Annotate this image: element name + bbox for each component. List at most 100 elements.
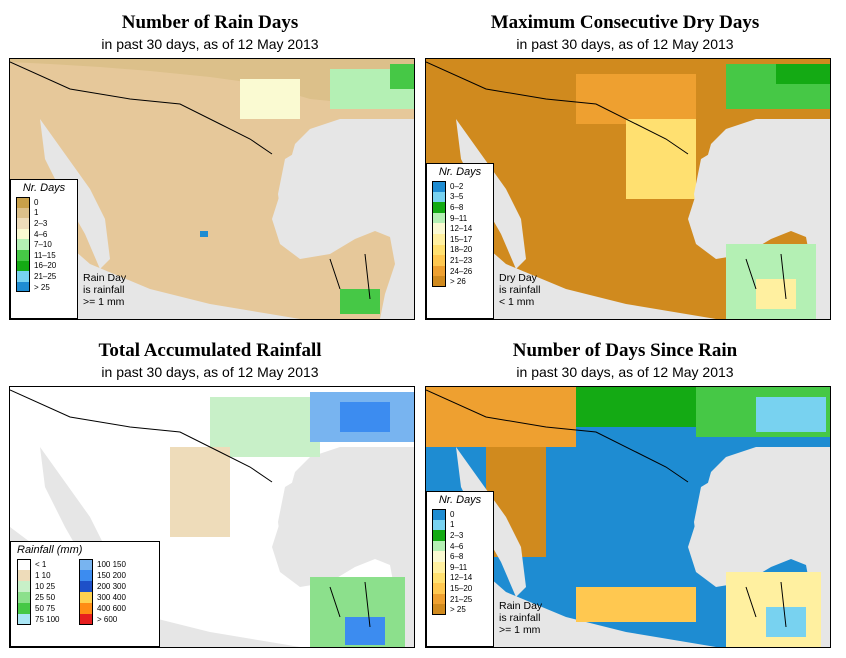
legend-title: Nr. Days bbox=[438, 166, 482, 178]
legend-swatch bbox=[16, 228, 30, 240]
legend-label: 24–26 bbox=[450, 266, 473, 276]
legend-swatch bbox=[79, 559, 93, 570]
legend-label: 6–8 bbox=[450, 552, 464, 562]
since-rain-subtitle: in past 30 days, as of 12 May 2013 bbox=[516, 364, 734, 380]
legend-entry: 12–14 bbox=[432, 223, 493, 234]
legend-entry: 200 300 bbox=[79, 581, 135, 592]
legend-entry: 6–8 bbox=[432, 551, 493, 562]
legend-swatch bbox=[16, 218, 30, 229]
since-rain-legend: Nr. Days 0 1 2–3 4–6 6–8 9–11 12–14 15–20 21–25 >… bbox=[426, 491, 494, 647]
legend-label: 12–14 bbox=[450, 224, 473, 234]
legend-swatch bbox=[17, 581, 31, 592]
legend-entry: 12–14 bbox=[432, 572, 493, 584]
legend-entry: 0 bbox=[432, 509, 493, 520]
rain-days-map: Nr. Days 0 1 2–3 4–6 7–10 11–15 16–20 21–25 > 25… bbox=[9, 58, 415, 320]
legend-entry: 21–25 bbox=[432, 593, 493, 605]
note-line-3: >= 1 mm bbox=[83, 296, 125, 308]
legend-label: 21–25 bbox=[34, 271, 57, 281]
legend-entry: > 25 bbox=[432, 604, 493, 615]
legend-label: 10 25 bbox=[35, 582, 56, 591]
dry-days-subtitle: in past 30 days, as of 12 May 2013 bbox=[516, 36, 734, 52]
note-line-1: Rain Day bbox=[499, 600, 543, 612]
legend-swatch bbox=[432, 233, 446, 245]
legend-label: 11–15 bbox=[34, 250, 56, 260]
legend-entry: 1 bbox=[16, 207, 77, 219]
legend-entry: 15–17 bbox=[432, 233, 493, 245]
legend-label: < 1 bbox=[35, 560, 47, 569]
legend-entry: 9–11 bbox=[432, 561, 493, 573]
legend-swatch bbox=[432, 244, 446, 256]
legend-label: 4–6 bbox=[450, 541, 464, 551]
legend-title: Nr. Days bbox=[22, 182, 66, 194]
legend-entry: 7–10 bbox=[16, 239, 77, 250]
total-rain-map: Rainfall (mm) < 1 1 10 10 25 25 50 50 75 75 1… bbox=[9, 386, 415, 648]
legend-entry: < 1 bbox=[17, 559, 73, 570]
legend-swatch bbox=[16, 239, 30, 250]
legend-label: > 25 bbox=[450, 605, 466, 615]
legend-swatch bbox=[16, 260, 30, 272]
legend-swatch bbox=[432, 212, 446, 224]
dry-days-title: Maximum Consecutive Dry Days bbox=[490, 12, 760, 33]
legend-label: 1 bbox=[450, 520, 455, 530]
legend-swatch bbox=[432, 265, 446, 277]
rain-days-note: Rain Day is rainfall >= 1 mm bbox=[83, 272, 126, 308]
legend-entry: 6–8 bbox=[432, 202, 493, 213]
since-rain-map-graphic bbox=[426, 387, 830, 647]
legend-entry: 0–2 bbox=[432, 181, 493, 192]
legend-swatch bbox=[16, 197, 30, 208]
pacific-coast bbox=[10, 199, 300, 319]
gulf-of-mexico bbox=[278, 139, 414, 247]
legend-swatch bbox=[432, 223, 446, 234]
legend-swatch bbox=[432, 509, 446, 520]
legend-label: 0–2 bbox=[450, 181, 464, 191]
legend-entry: 150 200 bbox=[79, 570, 135, 581]
legend-swatch bbox=[17, 570, 31, 581]
legend-swatch bbox=[432, 276, 446, 287]
legend-swatch bbox=[16, 271, 30, 282]
legend-label: 0 bbox=[34, 197, 39, 207]
legend-label: 75 100 bbox=[35, 615, 60, 624]
usa-land bbox=[10, 59, 414, 104]
since-rain-map: Nr. Days 0 1 2–3 4–6 6–8 9–11 12–14 15–20 21–25 >… bbox=[425, 386, 831, 648]
note-line-2: is rainfall bbox=[499, 284, 541, 296]
legend-label: 15–17 bbox=[450, 234, 473, 244]
legend-entry: 18–20 bbox=[432, 244, 493, 256]
legend-entry: 400 600 bbox=[79, 603, 135, 614]
legend-swatch bbox=[432, 202, 446, 213]
legend-swatch bbox=[16, 249, 30, 261]
note-line-3: < 1 mm bbox=[499, 296, 535, 308]
legend-swatch bbox=[432, 551, 446, 562]
legend-title: Rainfall (mm) bbox=[17, 544, 83, 556]
legend-entry: 15–20 bbox=[432, 583, 493, 594]
legend-label: 21–23 bbox=[450, 255, 473, 265]
legend-swatch bbox=[432, 561, 446, 573]
country-borders bbox=[10, 389, 371, 628]
rain-days-subtitle: in past 30 days, as of 12 May 2013 bbox=[101, 36, 319, 52]
legend-swatch bbox=[432, 255, 446, 266]
dry-days-map: Nr. Days 0–2 3–5 6–8 9–11 12–14 15–17 18–20 21–… bbox=[425, 58, 831, 320]
legend-entry: 100 150 bbox=[79, 559, 135, 570]
legend-entry: 1 10 bbox=[17, 570, 73, 581]
legend-label: 100 150 bbox=[97, 560, 126, 569]
legend-label: 6–8 bbox=[450, 202, 464, 212]
pacific-coast bbox=[426, 199, 716, 319]
dry-days-note: Dry Day is rainfall < 1 mm bbox=[499, 272, 540, 308]
since-rain-title: Number of Days Since Rain bbox=[512, 340, 738, 361]
mexico-land bbox=[10, 59, 414, 319]
legend-entry: 1 bbox=[432, 519, 493, 531]
legend-entry: 75 100 bbox=[17, 614, 73, 625]
legend-swatch bbox=[432, 572, 446, 584]
legend-label: 7–10 bbox=[34, 240, 52, 250]
legend-swatch bbox=[17, 614, 31, 625]
legend-swatch bbox=[432, 583, 446, 594]
legend-swatch bbox=[16, 281, 30, 293]
legend-entry: 25 50 bbox=[17, 592, 73, 603]
note-line-2: is rainfall bbox=[83, 284, 125, 296]
legend-label: 18–20 bbox=[450, 245, 473, 255]
legend-swatch bbox=[79, 570, 93, 581]
legend-label: 25 50 bbox=[35, 593, 56, 602]
legend-swatch bbox=[79, 592, 93, 603]
total-rain-title: Total Accumulated Rainfall bbox=[98, 340, 322, 361]
legend-swatch bbox=[432, 519, 446, 531]
legend-label: > 600 bbox=[97, 615, 118, 624]
